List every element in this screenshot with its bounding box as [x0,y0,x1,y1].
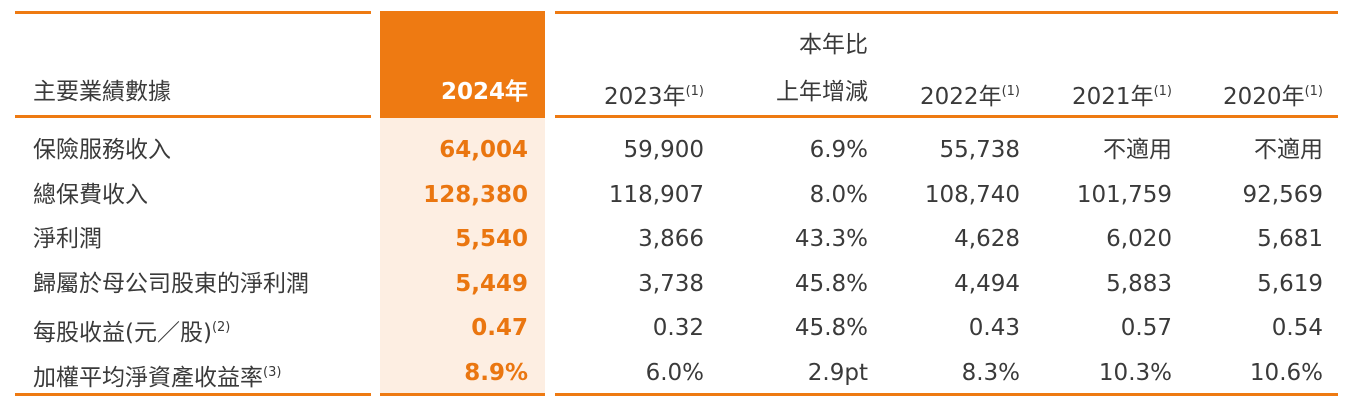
row-label: 加權平均淨資產收益率(3) [33,364,282,391]
cell: 55,738 [939,137,1020,163]
cell: 不適用 [1103,137,1172,163]
footnote-ref: (3) [263,364,282,380]
cell: 128,380 [423,181,528,208]
footnote-ref: (1) [1153,84,1172,99]
cell: 4,494 [954,270,1020,297]
rule [15,393,371,396]
cell: 0.32 [652,315,704,341]
rule [15,11,371,14]
cell: 10.6% [1249,359,1323,386]
cell: 101,759 [1076,181,1172,208]
cell: 8.0% [809,181,868,208]
footnote-ref: (1) [1001,84,1020,99]
cell: 5,540 [455,226,528,252]
rule [380,115,545,118]
cell: 8.3% [961,359,1020,386]
cell: 0.57 [1120,315,1172,341]
row-label: 淨利潤 [33,226,102,252]
cell: 5,681 [1257,226,1323,252]
footnote-ref: (2) [211,320,231,335]
cell: 6.0% [645,359,704,386]
rule [15,115,371,118]
cell: 43.3% [794,226,868,252]
header-cell: 2022年(1) [920,84,1020,110]
cell: 118,907 [608,181,704,208]
row-label: 保險服務收入 [33,137,171,163]
cell: 108,740 [924,181,1020,208]
cell: 45.8% [794,270,868,297]
cell: 0.54 [1271,315,1323,341]
cell: 59,900 [623,137,704,163]
header-cell: 本年比 [799,32,868,58]
header-cell: 2020年(1) [1223,84,1323,110]
cell: 64,004 [439,137,528,163]
cell: 0.43 [968,315,1020,341]
rule [380,393,545,396]
cell: 5,883 [1106,270,1172,297]
cell: 5,449 [455,270,528,297]
cell: 6,020 [1106,226,1172,252]
cell: 4,628 [954,226,1020,252]
cell: 不適用 [1254,137,1323,163]
header-cell: 2023年(1) [604,84,704,110]
cell: 10.3% [1098,359,1172,386]
header-cell: 上年增減 [776,79,868,105]
footnote-ref: (1) [1304,84,1323,99]
rule [555,11,1338,14]
rule [555,393,1338,396]
cell: 92,569 [1242,181,1323,208]
row-label: 每股收益(元／股)(2) [33,320,231,346]
cell: 8.9% [464,359,528,386]
highlight-column [380,117,545,394]
row-label: 歸屬於母公司股東的淨利潤 [33,270,309,297]
cell: 5,619 [1257,270,1323,297]
cell: 6.9% [809,137,868,163]
cell: 0.47 [471,315,528,341]
header-cell: 2024年 [440,79,528,105]
row-label: 總保費收入 [33,181,148,208]
cell: 3,866 [638,226,704,252]
rule [555,115,1338,118]
header-cell: 2021年(1) [1072,84,1172,110]
cell: 3,738 [638,270,704,297]
footnote-ref: (1) [685,84,704,99]
highlight-header [380,11,545,117]
cell: 45.8% [794,315,868,341]
cell: 2.9pt [807,359,868,386]
header-label: 主要業績數據 [33,79,171,105]
